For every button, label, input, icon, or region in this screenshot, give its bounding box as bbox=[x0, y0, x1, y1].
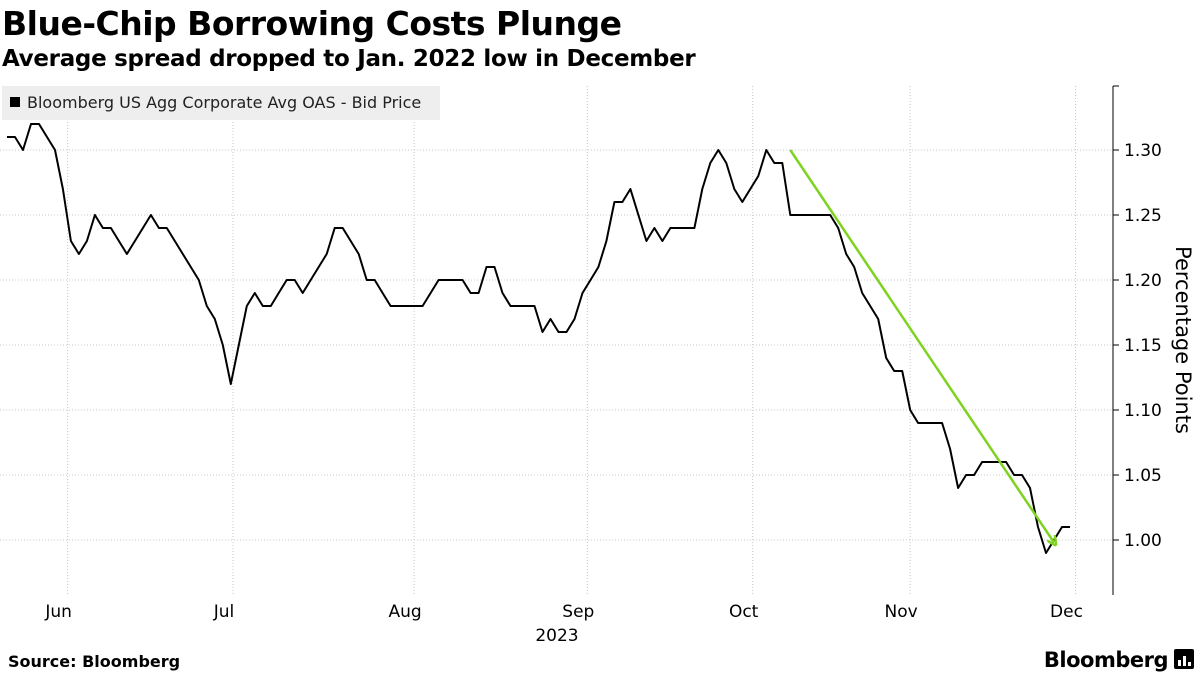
y-tick-label: 1.00 bbox=[1124, 531, 1162, 551]
legend-background bbox=[2, 86, 440, 120]
x-tick-labels: Jun Jul Aug Sep Oct Nov Dec bbox=[44, 602, 1083, 622]
annotations bbox=[789, 149, 1054, 543]
x-axis-year-label: 2023 bbox=[535, 626, 578, 646]
y-tick-label: 1.25 bbox=[1124, 206, 1162, 226]
x-tick-label: Sep bbox=[562, 602, 594, 622]
legend-swatch bbox=[10, 97, 20, 107]
chart-subtitle: Average spread dropped to Jan. 2022 low … bbox=[2, 46, 696, 72]
y-tick-label: 1.20 bbox=[1124, 271, 1162, 291]
trend-arrow bbox=[789, 149, 1054, 543]
y-tick-label: 1.30 bbox=[1124, 141, 1162, 161]
x-tick-label: Aug bbox=[388, 602, 421, 622]
series bbox=[7, 123, 1070, 554]
x-tick-label: Oct bbox=[729, 602, 759, 622]
x-tick-label: Jun bbox=[44, 602, 72, 622]
brand-logo: Bloomberg bbox=[1043, 648, 1169, 672]
y-tick-label: 1.15 bbox=[1124, 336, 1162, 356]
x-tick-label: Dec bbox=[1050, 602, 1083, 622]
chart-title: Blue-Chip Borrowing Costs Plunge bbox=[2, 4, 622, 43]
bloomberg-icon bbox=[1174, 649, 1194, 669]
y-axis-title: Percentage Points bbox=[1171, 246, 1195, 434]
x-tick-label: Jul bbox=[213, 602, 235, 622]
y-tick-label: 1.10 bbox=[1124, 401, 1162, 421]
legend: Bloomberg US Agg Corporate Avg OAS - Bid… bbox=[2, 86, 440, 120]
source-note: Source: Bloomberg bbox=[8, 652, 181, 671]
x-tick-label: Nov bbox=[885, 602, 918, 622]
legend-label: Bloomberg US Agg Corporate Avg OAS - Bid… bbox=[27, 93, 421, 112]
y-tick-labels: 1.00 1.05 1.10 1.15 1.20 1.25 1.30 bbox=[1113, 85, 1162, 551]
gridlines bbox=[0, 86, 1112, 595]
y-tick-label: 1.05 bbox=[1124, 466, 1162, 486]
series-line bbox=[7, 123, 1070, 554]
